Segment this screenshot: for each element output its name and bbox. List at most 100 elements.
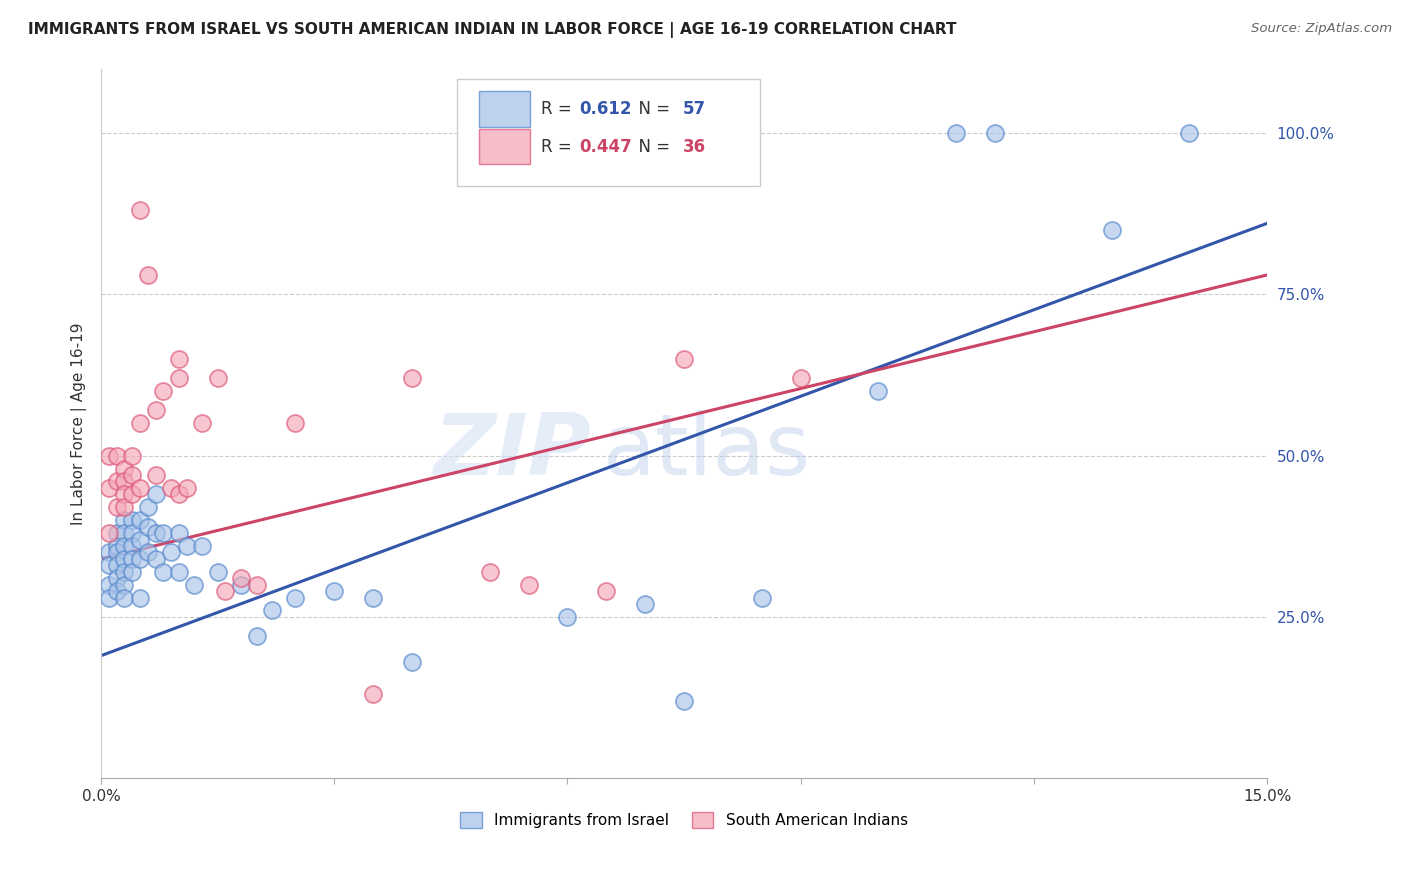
Text: 0.612: 0.612: [579, 100, 631, 118]
Point: [105, 584, 128, 599]
Point: [114, 577, 136, 591]
Point: [145, 403, 167, 417]
Text: R =: R =: [541, 137, 576, 155]
Point: [129, 533, 152, 547]
Point: [114, 487, 136, 501]
Point: [229, 571, 252, 585]
Point: [114, 591, 136, 605]
Y-axis label: In Labor Force | Age 16-19: In Labor Force | Age 16-19: [72, 322, 87, 524]
Point: [136, 519, 159, 533]
Point: [114, 461, 136, 475]
Point: [323, 584, 346, 599]
Point: [634, 597, 657, 611]
Point: [129, 552, 152, 566]
Point: [114, 539, 136, 553]
Point: [751, 591, 773, 605]
Point: [284, 417, 307, 431]
Point: [105, 571, 128, 585]
Point: [97, 545, 120, 559]
Point: [145, 487, 167, 501]
Point: [114, 475, 136, 489]
Point: [121, 552, 143, 566]
Point: [361, 687, 384, 701]
Point: [97, 481, 120, 495]
Point: [105, 526, 128, 541]
Text: 0.447: 0.447: [579, 137, 631, 155]
Point: [229, 577, 252, 591]
Point: [284, 591, 307, 605]
Point: [191, 417, 214, 431]
Point: [145, 552, 167, 566]
Point: [105, 449, 128, 463]
Point: [167, 487, 190, 501]
Point: [945, 126, 967, 140]
Point: [105, 545, 128, 559]
Point: [129, 417, 152, 431]
Text: atlas: atlas: [602, 410, 810, 493]
Point: [114, 552, 136, 566]
Point: [214, 584, 236, 599]
Point: [136, 545, 159, 559]
Point: [114, 500, 136, 515]
Point: [145, 467, 167, 482]
Text: 36: 36: [683, 137, 706, 155]
Point: [105, 475, 128, 489]
Point: [984, 126, 1007, 140]
Point: [557, 610, 579, 624]
Point: [401, 371, 423, 385]
Point: [361, 591, 384, 605]
Point: [114, 526, 136, 541]
FancyBboxPatch shape: [479, 91, 530, 127]
Point: [595, 584, 617, 599]
Point: [114, 513, 136, 527]
Point: [167, 351, 190, 366]
Point: [789, 371, 811, 385]
Point: [121, 449, 143, 463]
Point: [97, 591, 120, 605]
Legend: Immigrants from Israel, South American Indians: Immigrants from Israel, South American I…: [454, 805, 914, 834]
Text: Source: ZipAtlas.com: Source: ZipAtlas.com: [1251, 22, 1392, 36]
Point: [97, 526, 120, 541]
Text: N =: N =: [628, 137, 675, 155]
Text: IMMIGRANTS FROM ISRAEL VS SOUTH AMERICAN INDIAN IN LABOR FORCE | AGE 16-19 CORRE: IMMIGRANTS FROM ISRAEL VS SOUTH AMERICAN…: [28, 22, 956, 38]
Point: [167, 526, 190, 541]
Point: [673, 351, 696, 366]
Point: [167, 565, 190, 579]
Point: [1101, 223, 1123, 237]
Point: [245, 629, 267, 643]
Point: [478, 565, 501, 579]
Point: [121, 487, 143, 501]
Point: [183, 577, 205, 591]
Point: [121, 565, 143, 579]
FancyBboxPatch shape: [457, 79, 759, 186]
Point: [160, 481, 183, 495]
Point: [152, 384, 174, 398]
Point: [152, 526, 174, 541]
FancyBboxPatch shape: [479, 128, 530, 164]
Point: [121, 539, 143, 553]
Text: ZIP: ZIP: [433, 410, 591, 493]
Point: [207, 371, 229, 385]
Point: [97, 558, 120, 573]
Point: [121, 526, 143, 541]
Point: [207, 565, 229, 579]
Point: [517, 577, 540, 591]
Text: N =: N =: [628, 100, 675, 118]
Point: [97, 577, 120, 591]
Point: [401, 655, 423, 669]
Point: [105, 539, 128, 553]
Point: [136, 268, 159, 282]
Point: [129, 203, 152, 218]
Point: [97, 449, 120, 463]
Point: [176, 481, 198, 495]
Point: [136, 500, 159, 515]
Point: [121, 513, 143, 527]
Point: [121, 467, 143, 482]
Point: [1178, 126, 1201, 140]
Point: [868, 384, 890, 398]
Text: R =: R =: [541, 100, 576, 118]
Point: [129, 481, 152, 495]
Point: [114, 565, 136, 579]
Point: [191, 539, 214, 553]
Point: [129, 591, 152, 605]
